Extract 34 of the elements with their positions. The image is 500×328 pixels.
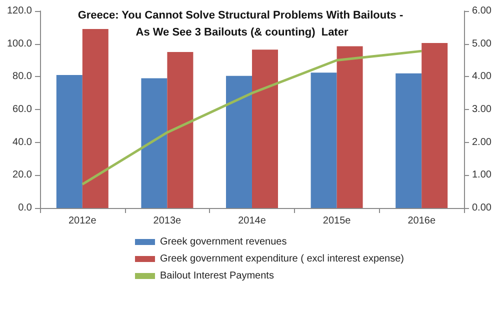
line-series [81, 50, 423, 186]
bar [82, 29, 108, 208]
y2-tick-label: 5.00 [472, 38, 492, 50]
y-tick-label: 60.0 [12, 104, 32, 115]
text: Greece: You Cannot Solve Structural Problems With Bailouts - As We See 3 Bailouts (& counting) Later [78, 10, 406, 38]
bar [252, 50, 278, 208]
bar [167, 52, 194, 208]
x-tick-label: 2014e [238, 216, 266, 226]
y2-tick-label: 6.00 [472, 6, 492, 16]
bar [226, 76, 252, 208]
y-tick-label: 20.0 [12, 170, 32, 181]
legend-label: Greek government expenditure ( excl interest expense) [160, 254, 404, 264]
y2-tick-label: 2.00 [472, 136, 492, 148]
x-tick-label: 2013e [153, 216, 182, 226]
bar [310, 72, 337, 208]
x-tick-label: 2015e [322, 216, 352, 226]
y-tick-label: 80.0 [12, 71, 32, 82]
y-tick-label: 120.0 [6, 6, 32, 16]
bar [336, 46, 363, 208]
y2-tick-label: 3.00 [472, 104, 492, 115]
bar [422, 43, 448, 208]
bar [56, 75, 82, 208]
legend-label: Greek government revenues [160, 236, 287, 248]
bar [396, 73, 422, 208]
bar [141, 78, 168, 208]
y-tick-label: 100.0 [6, 38, 32, 50]
y2-tick-label: 4.00 [472, 71, 492, 82]
y-tick-label: 0.0 [18, 202, 32, 214]
x-tick-label: 2012e [68, 216, 97, 226]
y-tick-label: 40.0 [12, 136, 32, 148]
x-tick-label: 2016e [408, 216, 436, 226]
y2-tick-label: 1.00 [472, 170, 492, 181]
legend-label: Bailout Interest Payments [160, 270, 274, 282]
y2-tick-label: 0.00 [472, 202, 492, 214]
